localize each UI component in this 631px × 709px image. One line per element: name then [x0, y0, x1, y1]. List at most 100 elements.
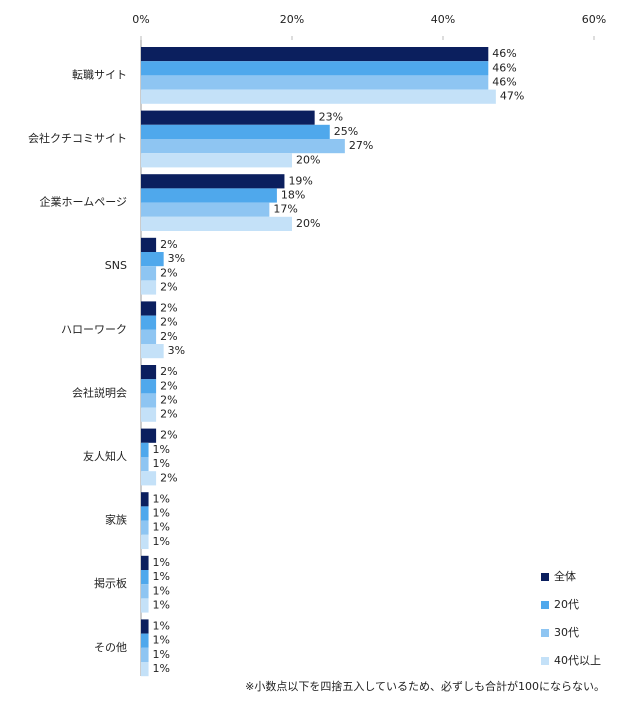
legend-label: 20代: [554, 598, 579, 611]
legend-swatch: [541, 629, 549, 637]
bar: [141, 110, 315, 125]
value-label: 2%: [160, 302, 177, 315]
bar: [141, 124, 330, 139]
note: ※小数点以下を四捨五入しているため、必ずしも合計が100にならない。: [245, 679, 605, 693]
bar: [141, 61, 489, 76]
value-label: 1%: [153, 443, 170, 456]
bar: [141, 584, 149, 599]
bar: [141, 457, 149, 472]
value-label: 1%: [153, 620, 170, 633]
value-label: 2%: [160, 330, 177, 343]
bar: [141, 407, 157, 422]
y-tick-label: 会社クチコミサイト: [28, 131, 127, 145]
y-tick-label: 転職サイト: [72, 68, 127, 81]
bar: [141, 237, 157, 252]
bar: [141, 139, 345, 154]
y-tick-label: その他: [94, 641, 127, 654]
value-label: 27%: [349, 139, 373, 152]
bar: [141, 598, 149, 613]
value-label: 2%: [160, 429, 177, 442]
x-tick-label: 20%: [280, 13, 304, 26]
y-tick-label: 家族: [105, 513, 127, 527]
legend-swatch: [541, 601, 549, 609]
value-label: 3%: [168, 344, 185, 357]
x-tick-label: 40%: [431, 13, 455, 26]
bar: [141, 619, 149, 634]
value-label: 2%: [160, 238, 177, 251]
y-tick-label: 企業ホームページ: [40, 195, 127, 209]
bar: [141, 47, 489, 62]
value-label: 1%: [153, 634, 170, 647]
bar: [141, 393, 157, 408]
value-label: 25%: [334, 125, 358, 138]
value-label: 3%: [168, 252, 185, 265]
y-tick-label: 友人知人: [83, 449, 127, 463]
bar: [141, 365, 157, 380]
bar: [141, 89, 496, 104]
y-tick-label: 会社説明会: [72, 385, 127, 399]
bar: [141, 633, 149, 648]
bar: [141, 252, 164, 267]
bar: [141, 555, 149, 570]
bar: [141, 216, 292, 231]
bar: [141, 174, 285, 189]
bar: [141, 570, 149, 585]
value-label: 1%: [153, 521, 170, 534]
value-label: 1%: [153, 599, 170, 612]
bar: [141, 202, 270, 217]
value-label: 2%: [160, 365, 177, 378]
bar: [141, 280, 157, 295]
value-label: 2%: [160, 408, 177, 421]
bar: [141, 188, 277, 203]
value-label: 1%: [153, 584, 170, 597]
legend-label: 40代以上: [554, 654, 601, 667]
value-label: 2%: [160, 394, 177, 407]
value-label: 18%: [281, 189, 305, 202]
legend-swatch: [541, 657, 549, 665]
bar: [141, 520, 149, 535]
value-label: 2%: [160, 316, 177, 329]
value-label: 1%: [153, 662, 170, 675]
bar: [141, 75, 489, 90]
bar: [141, 344, 164, 359]
value-label: 2%: [160, 471, 177, 484]
bar: [141, 379, 157, 394]
value-label: 46%: [492, 47, 516, 60]
bar: [141, 662, 149, 677]
legend-label: 30代: [554, 626, 579, 639]
bar: [141, 492, 149, 507]
bar: [141, 471, 157, 486]
value-label: 1%: [153, 648, 170, 661]
value-label: 17%: [273, 203, 297, 216]
bar: [141, 329, 157, 344]
value-label: 23%: [319, 111, 343, 124]
value-label: 47%: [500, 90, 524, 103]
value-label: 2%: [160, 266, 177, 279]
y-tick-label: SNS: [105, 259, 127, 272]
value-label: 19%: [288, 174, 312, 187]
value-label: 20%: [296, 153, 320, 166]
value-label: 2%: [160, 379, 177, 392]
value-label: 1%: [153, 457, 170, 470]
bar: [141, 315, 157, 330]
value-label: 1%: [153, 507, 170, 520]
value-label: 46%: [492, 61, 516, 74]
value-label: 1%: [153, 570, 170, 583]
legend-label: 全体: [554, 569, 576, 583]
x-tick-label: 0%: [132, 13, 149, 26]
bar: [141, 301, 157, 316]
value-label: 46%: [492, 76, 516, 89]
legend-swatch: [541, 573, 549, 581]
value-label: 1%: [153, 556, 170, 569]
bar: [141, 442, 149, 457]
value-label: 20%: [296, 217, 320, 230]
value-label: 1%: [153, 492, 170, 505]
y-tick-label: 掲示板: [94, 576, 127, 590]
bar: [141, 506, 149, 521]
bar: [141, 534, 149, 549]
bar: [141, 266, 157, 281]
bar: [141, 153, 292, 168]
value-label: 2%: [160, 281, 177, 294]
bar: [141, 428, 157, 443]
